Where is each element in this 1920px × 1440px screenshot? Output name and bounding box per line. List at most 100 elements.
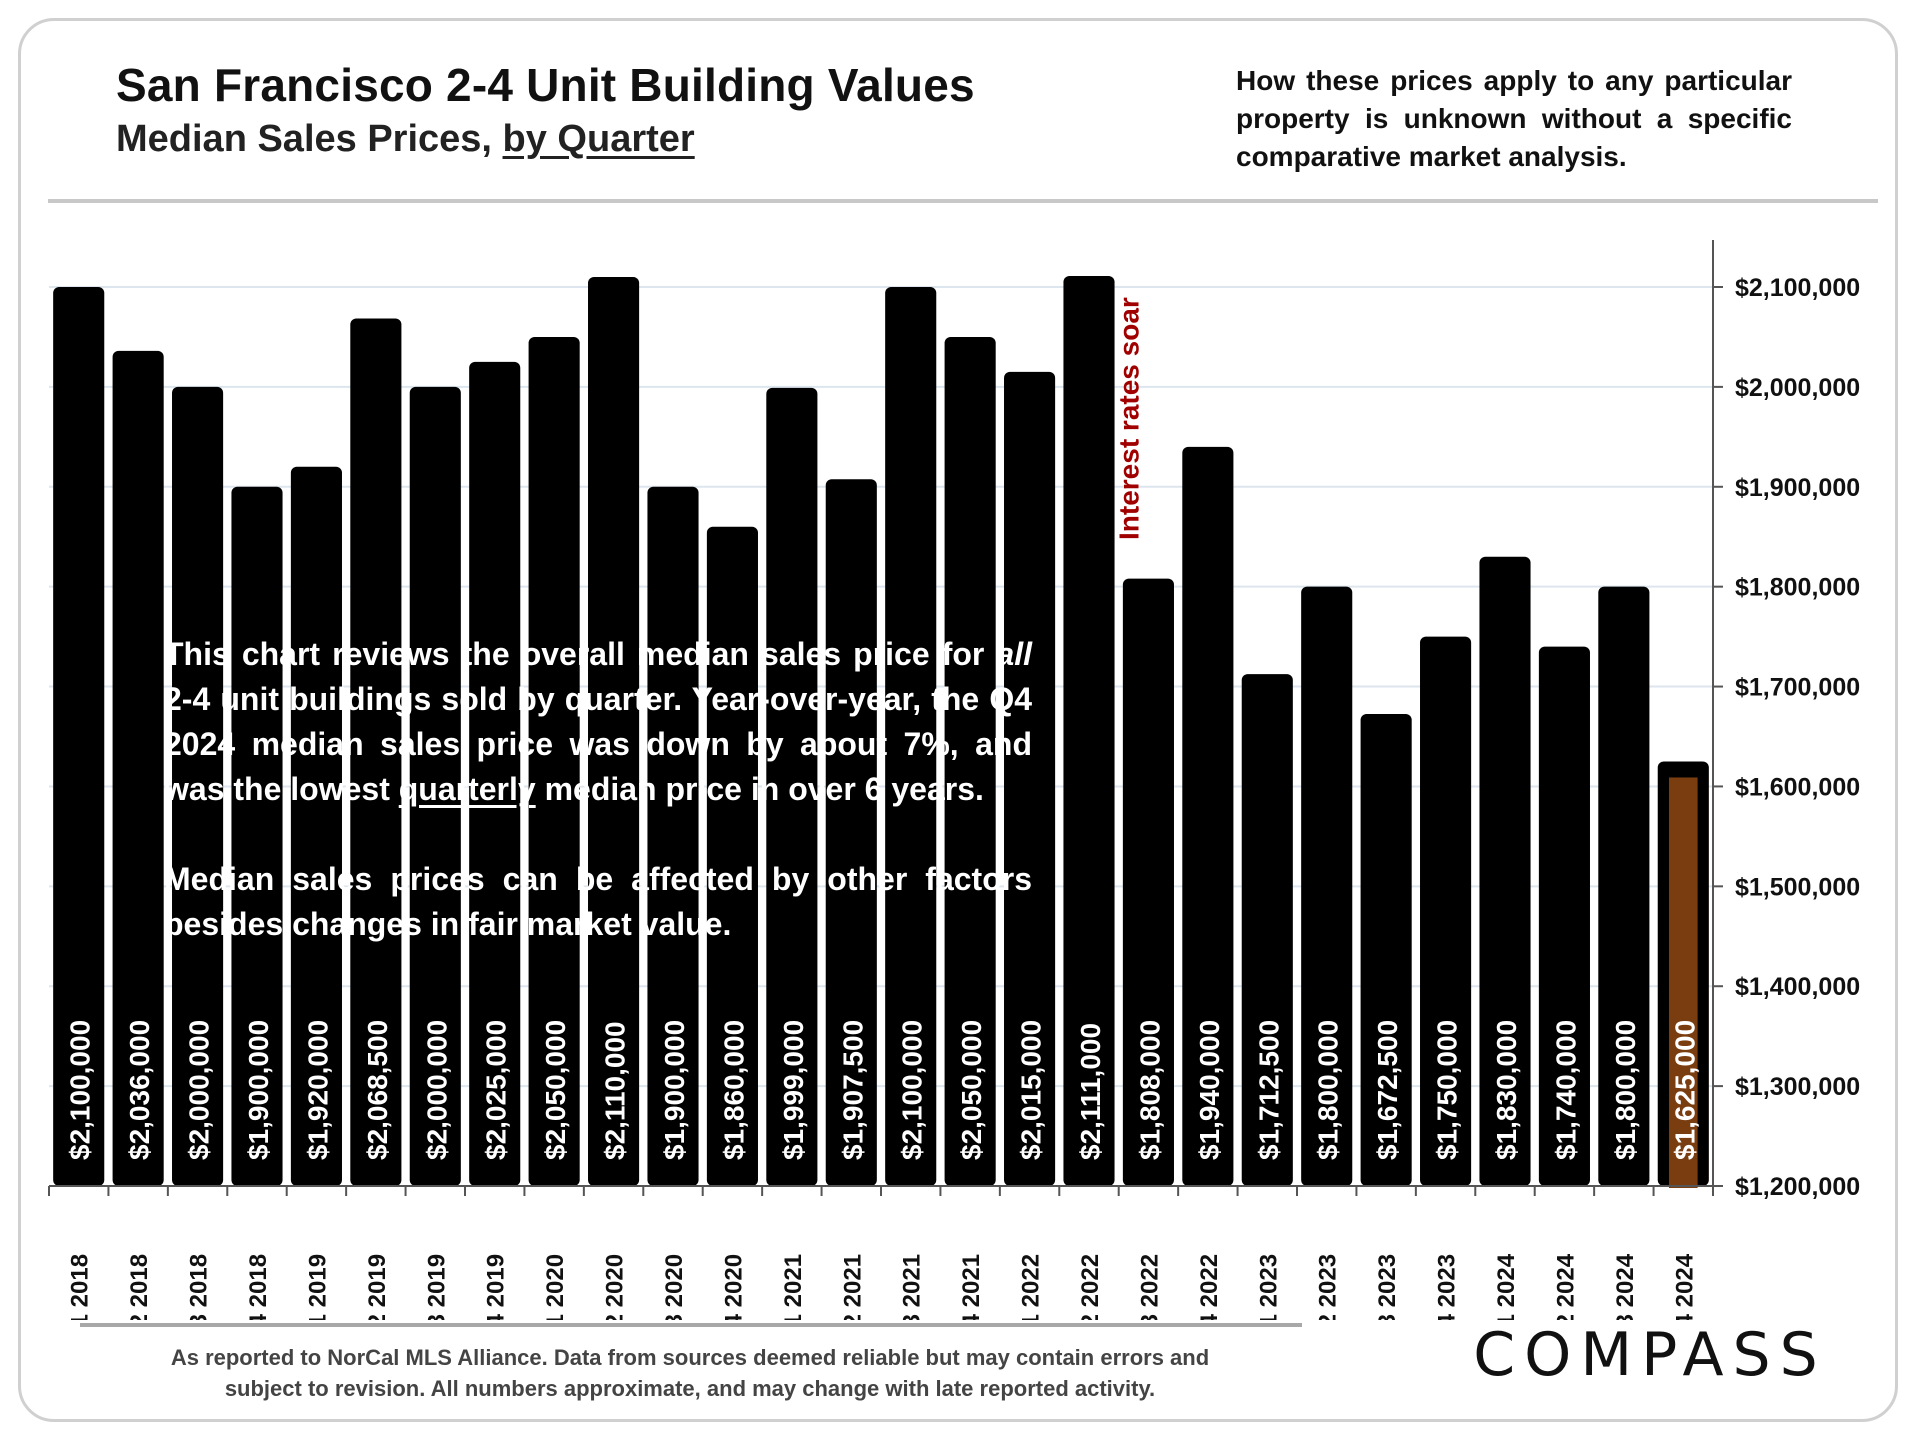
bar-q1-2020 (528, 336, 580, 1186)
data-label: $1,625,000 (1669, 1020, 1700, 1160)
x-tick-label: Q3 2018 (186, 1254, 213, 1320)
x-tick-label: Q4 2018 (245, 1254, 272, 1320)
bar-chart: $2,100,000 Q1 2018 $2,036,000 Q2 2018 $2,000… (48, 240, 1860, 1320)
source-note: As reported to NorCal MLS Alliance. Data… (110, 1342, 1270, 1404)
highlight-bar-inner (1668, 777, 1698, 1188)
header-divider (48, 199, 1878, 203)
data-label: $1,800,000 (1313, 1020, 1344, 1160)
data-label: $2,000,000 (184, 1020, 215, 1160)
data-label: $1,712,500 (1253, 1020, 1284, 1160)
x-tick-label: Q4 2024 (1671, 1253, 1698, 1320)
annotation-p1-part-b: 2-4 unit buildings sold by quarter. Year… (164, 681, 1032, 807)
data-label: $1,860,000 (718, 1020, 749, 1160)
bar-q1-2022 (1004, 371, 1056, 1187)
bar-q4-2022 (1182, 446, 1234, 1186)
subtitle-main: Median Sales Prices, (116, 118, 503, 160)
bar-q3-2018 (172, 386, 224, 1186)
data-label: $2,000,000 (421, 1020, 452, 1160)
chart-annotation-text: This chart reviews the overall median sa… (164, 632, 1032, 992)
x-tick-label: Q2 2020 (602, 1254, 629, 1320)
data-label: $2,100,000 (65, 1020, 96, 1160)
bar-q1-2023 (1241, 674, 1293, 1186)
y-tick-label: $1,400,000 (1735, 973, 1860, 1001)
bar-q4-2019 (469, 361, 521, 1187)
bar-q4-2021 (944, 336, 996, 1186)
annotation-p1-part-a: This chart reviews the overall median sa… (164, 636, 997, 672)
annotation-p1-italic: all (996, 636, 1032, 672)
data-label: $1,672,500 (1372, 1020, 1403, 1160)
bar-q1-2019 (290, 466, 342, 1186)
data-label: $1,900,000 (243, 1020, 274, 1160)
data-label: $1,940,000 (1194, 1020, 1225, 1160)
bar-q3-2019 (409, 386, 461, 1186)
y-tick-label: $1,200,000 (1735, 1173, 1860, 1201)
bar-q2-2018 (112, 350, 164, 1186)
bar-q1-2024 (1479, 556, 1531, 1186)
x-tick-label: Q1 2024 (1493, 1253, 1520, 1320)
bar-q4-2020 (706, 526, 758, 1186)
data-label: $1,830,000 (1491, 1020, 1522, 1160)
bar-q2-2022 (1063, 276, 1115, 1186)
x-tick-label: Q4 2023 (1434, 1254, 1461, 1320)
event-annotation-label: Interest rates soar (1114, 297, 1145, 540)
bar-q3-2022 (1122, 578, 1174, 1186)
compass-logo: COMPASS (1473, 1320, 1827, 1390)
y-tick-label: $1,900,000 (1735, 474, 1860, 502)
bar-q2-2020 (588, 277, 640, 1186)
x-tick-label: Q2 2018 (126, 1254, 153, 1320)
x-tick-label: Q2 2019 (364, 1254, 391, 1320)
y-tick-label: $1,800,000 (1735, 574, 1860, 602)
y-tick-label: $2,100,000 (1735, 274, 1860, 302)
data-label: $1,907,500 (837, 1020, 868, 1160)
x-tick-label: Q3 2023 (1374, 1254, 1401, 1320)
bar-q2-2021 (825, 479, 877, 1186)
y-tick-label: $1,600,000 (1735, 773, 1860, 801)
bar-q3-2024 (1598, 586, 1650, 1186)
x-tick-label: Q2 2021 (839, 1254, 866, 1320)
bar-q3-2021 (885, 287, 937, 1186)
x-tick-label: Q1 2021 (780, 1254, 807, 1320)
data-label: $2,050,000 (956, 1020, 987, 1160)
source-note-line-2: subject to revision. All numbers approxi… (224, 1376, 1156, 1401)
x-tick-label: Q4 2019 (483, 1254, 510, 1320)
y-tick-label: $2,000,000 (1735, 374, 1860, 402)
annotation-p1-part-c: median price in over 6 years. (535, 771, 984, 807)
x-tick-label: Q2 2024 (1552, 1253, 1579, 1320)
data-label: $2,025,000 (481, 1020, 512, 1160)
bar-q1-2018 (53, 287, 105, 1186)
source-note-line-1: As reported to NorCal MLS Alliance. Data… (170, 1345, 1210, 1370)
subtitle-by-quarter: by Quarter (502, 118, 695, 160)
x-tick-label: Q4 2021 (958, 1254, 985, 1320)
x-tick-label: Q3 2019 (423, 1254, 450, 1320)
bar-q1-2021 (766, 387, 818, 1186)
bar-q2-2019 (350, 318, 402, 1187)
x-tick-label: Q1 2019 (304, 1254, 331, 1320)
y-tick-label: $1,300,000 (1735, 1073, 1860, 1101)
disclaimer-text: How these prices apply to any particular… (1236, 65, 1792, 172)
chart-title: San Francisco 2-4 Unit Building Values (116, 59, 975, 111)
bar-q4-2018 (231, 486, 283, 1186)
y-tick-label: $1,700,000 (1735, 674, 1860, 702)
data-label: $1,920,000 (302, 1020, 333, 1160)
data-label: $2,111,000 (1075, 1023, 1106, 1160)
footer-divider (80, 1323, 1302, 1327)
bar-q4-2023 (1420, 636, 1472, 1186)
bar-q2-2024 (1538, 646, 1590, 1186)
x-tick-label: Q3 2024 (1612, 1253, 1639, 1320)
data-label: $1,999,000 (778, 1020, 809, 1160)
data-label: $1,808,000 (1134, 1020, 1165, 1160)
annotation-paragraph-2: Median sales prices can be affected by o… (164, 861, 1032, 942)
data-label: $1,740,000 (1550, 1020, 1581, 1160)
x-tick-label: Q1 2023 (1255, 1254, 1282, 1320)
x-tick-label: Q3 2020 (661, 1254, 688, 1320)
annotation-p1-underlined: quarterly (398, 771, 536, 807)
x-tick-label: Q2 2023 (1315, 1254, 1342, 1320)
x-tick-label: Q1 2020 (542, 1254, 569, 1320)
data-label: $2,068,500 (362, 1020, 393, 1160)
bar-q3-2020 (647, 486, 699, 1186)
data-label: $2,036,000 (124, 1020, 155, 1160)
data-label: $2,015,000 (1016, 1020, 1047, 1160)
x-tick-label: Q1 2022 (1018, 1254, 1045, 1320)
bar-q3-2023 (1360, 714, 1412, 1186)
data-label: $2,100,000 (897, 1020, 928, 1160)
